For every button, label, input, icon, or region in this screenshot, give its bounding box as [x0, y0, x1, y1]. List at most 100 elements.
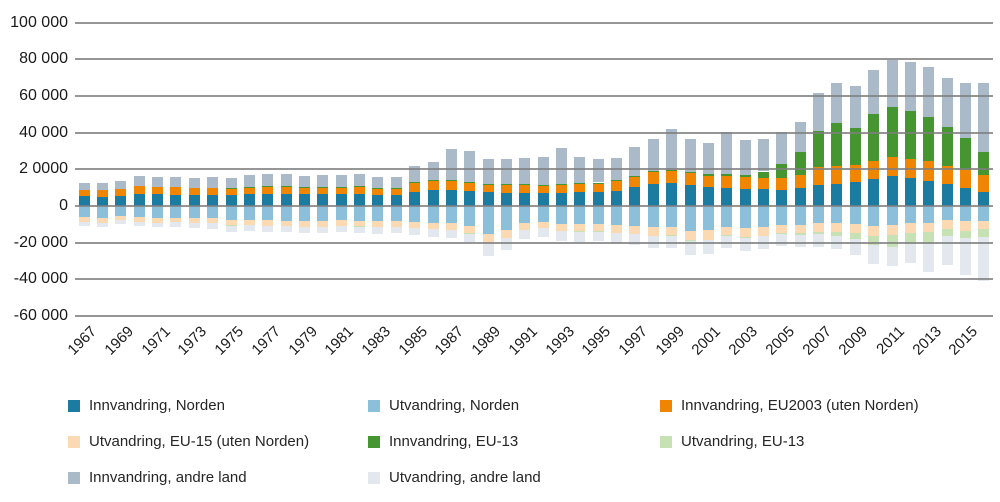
bar-segment: [721, 226, 733, 236]
bar-segment: [611, 206, 623, 226]
bar-segment: [904, 61, 916, 112]
bar-segment: [409, 182, 421, 193]
bar-segment: [97, 217, 109, 223]
bar-segment: [188, 218, 200, 224]
bar-segment: [335, 220, 347, 226]
bar-segment: [923, 66, 935, 117]
bar-segment: [427, 179, 439, 181]
bar-segment: [959, 206, 971, 222]
bar-segment: [133, 193, 145, 206]
bar-segment: [519, 184, 531, 185]
bar-segment: [978, 83, 990, 152]
x-tick-label: 2015: [945, 323, 982, 359]
bar-segment: [537, 221, 549, 228]
bar-segment: [115, 181, 127, 190]
bar-segment: [629, 187, 641, 206]
bar-segment: [519, 230, 531, 240]
bar-segment: [592, 224, 604, 232]
bar-segment: [556, 192, 568, 206]
bar-segment: [739, 228, 751, 238]
bar-segment: [299, 221, 310, 227]
bar-segment: [115, 195, 127, 206]
bar-segment: [243, 206, 255, 220]
bar-segment: [592, 231, 604, 242]
bar-segment: [959, 238, 971, 275]
x-tick-label: 1973: [174, 323, 211, 359]
bar-segment: [702, 239, 714, 241]
bar-segment: [78, 206, 90, 218]
bar-segment: [225, 225, 237, 232]
bar-segment: [537, 206, 549, 222]
bar-segment: [574, 183, 586, 193]
bar-segment: [335, 186, 347, 195]
bar-segment: [666, 227, 678, 236]
bar-segment: [868, 161, 880, 180]
bar-segment: [445, 230, 457, 238]
bar-segment: [97, 196, 109, 206]
bar-segment: [684, 240, 696, 242]
legend-swatch: [368, 400, 380, 412]
gridline: [75, 168, 993, 171]
legend-swatch: [368, 472, 380, 484]
bar-segment: [813, 223, 825, 232]
bar-segment: [317, 187, 329, 195]
bar-segment: [758, 171, 769, 178]
bar-segment: [629, 206, 641, 226]
bar-segment: [519, 157, 531, 185]
bar-segment: [299, 187, 310, 195]
bar-segment: [684, 184, 696, 206]
bar-segment: [464, 182, 476, 183]
bar-segment: [354, 186, 366, 194]
bar-segment: [409, 181, 421, 183]
bar-segment: [941, 77, 953, 128]
bar-segment: [500, 183, 512, 185]
bar-segment: [335, 194, 347, 206]
bar-segment: [115, 220, 127, 224]
y-tick-label: 100 000: [10, 13, 68, 31]
bar-segment: [464, 226, 476, 234]
bar-segment: [115, 206, 127, 216]
bar-segment: [978, 206, 990, 221]
bar-segment: [831, 206, 843, 224]
bar-segment: [556, 230, 568, 241]
bar-segment: [904, 206, 916, 223]
legend-item: Innvandring, andre land: [68, 470, 247, 486]
bar-segment: [813, 231, 825, 235]
bar-segment: [776, 132, 788, 164]
bar-segment: [445, 148, 457, 181]
bar-segment: [188, 194, 200, 206]
bar-segment: [390, 188, 402, 195]
bar-segment: [776, 234, 788, 246]
bar-segment: [794, 225, 806, 234]
bar-segment: [978, 174, 990, 192]
bar-segment: [519, 206, 531, 224]
bar-segment: [629, 175, 641, 177]
bar-segment: [225, 220, 237, 226]
bar-segment: [941, 206, 953, 221]
legend-item: Utvandring, EU-15 (uten Norden): [68, 434, 309, 450]
bar-segment: [886, 175, 898, 206]
x-tick-label: 1967: [64, 323, 101, 359]
bar-segment: [813, 234, 825, 247]
bar-segment: [537, 157, 549, 185]
legend-label: Utvandring, Norden: [389, 397, 520, 414]
x-tick-label: 1993: [541, 323, 578, 359]
bar-segment: [390, 226, 402, 234]
bar-segment: [721, 206, 733, 227]
x-tick-label: 1985: [395, 323, 431, 359]
legend-swatch: [660, 400, 672, 412]
bar-segment: [500, 229, 512, 238]
bar-segment: [152, 206, 164, 218]
bar-segment: [390, 221, 402, 227]
bar-segment: [537, 185, 549, 194]
y-tick-label: 80 000: [19, 50, 68, 68]
bar-segment: [684, 139, 696, 172]
bar-segment: [482, 206, 494, 235]
legend-label: Utvandring, andre land: [389, 469, 541, 486]
bar-segment: [849, 127, 861, 166]
bar-segment: [629, 176, 641, 188]
bar-segment: [372, 177, 384, 188]
bar-segment: [831, 231, 843, 236]
bar-segment: [556, 184, 568, 185]
bar-segment: [556, 206, 568, 224]
